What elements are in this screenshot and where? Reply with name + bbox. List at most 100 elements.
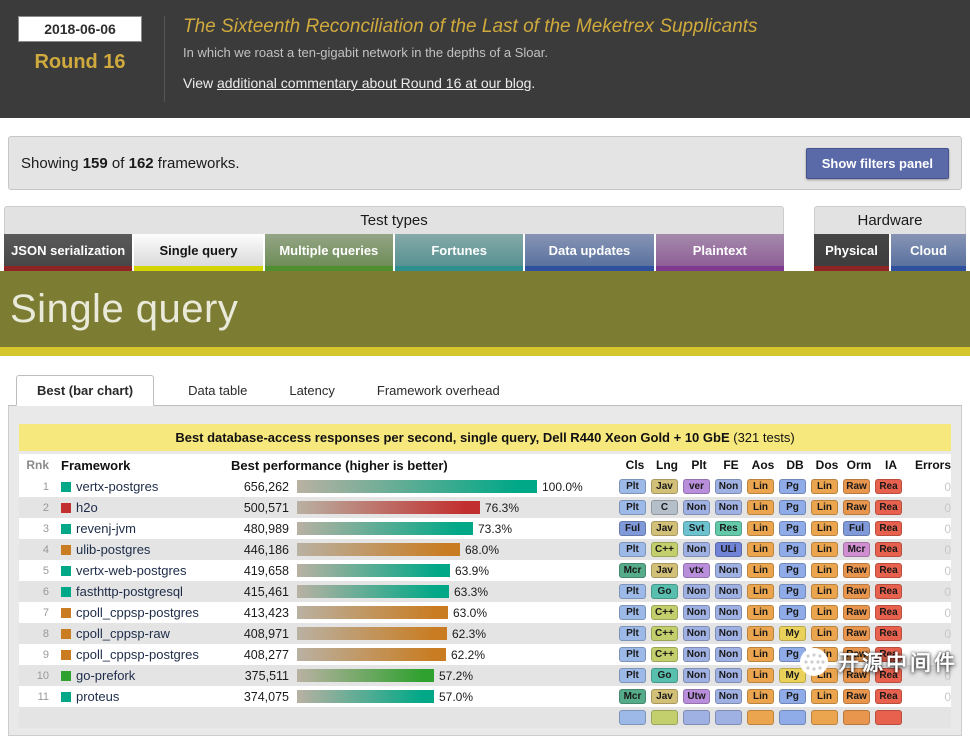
performance-cell: 413,423 63.0% — [231, 606, 619, 620]
badge-rea: Rea — [875, 542, 902, 557]
col-fe: FE — [723, 458, 739, 472]
framework-name[interactable]: proteus — [76, 689, 120, 704]
badge-non: Non — [715, 626, 742, 641]
showing-prefix: Showing — [21, 154, 83, 172]
badge-plt: Plt — [619, 668, 646, 683]
badge-lin: Lin — [747, 542, 774, 557]
blog-line-suffix: . — [531, 75, 536, 91]
badge-go: Go — [651, 668, 678, 683]
badge-partial — [811, 710, 838, 725]
performance-value: 413,423 — [243, 605, 289, 620]
table-row: 10 go-prefork 375,511 57.2% Plt Go Non Non Lin My… — [19, 665, 951, 686]
framework-name[interactable]: vertx-web-postgres — [76, 563, 187, 578]
framework-color-swatch — [61, 586, 71, 597]
hardware-label: Hardware — [814, 206, 966, 234]
badge-non: Non — [683, 668, 710, 683]
table-row: 2 h2o 500,571 76.3% Plt C Non Non Lin Pg Lin Raw Rea… — [19, 497, 951, 518]
rank-cell: 3 — [42, 522, 49, 535]
badge-rea: Rea — [875, 605, 902, 620]
showing-suffix: frameworks. — [153, 154, 240, 172]
badge-lin: Lin — [811, 689, 838, 704]
attribute-badges: Plt C++ Non Non Lin My Lin Raw Rea — [619, 626, 907, 641]
framework-name[interactable]: go-prefork — [76, 668, 136, 683]
performance-bar — [297, 690, 434, 703]
round-subtitle: In which we roast a ten-gigabit network … — [183, 45, 548, 60]
hw-tab-cloud[interactable]: Cloud — [891, 234, 966, 271]
framework-name[interactable]: cpoll_cppsp-postgres — [76, 605, 199, 620]
badge-rea: Rea — [875, 479, 902, 494]
tab-multiple-queries[interactable]: Multiple queries — [264, 234, 393, 271]
badge-lin: Lin — [811, 626, 838, 641]
tab-json-serialization[interactable]: JSON serialization — [4, 234, 133, 271]
badge-jav: Jav — [651, 689, 678, 704]
badge-non: Non — [683, 647, 710, 662]
performance-bar — [297, 648, 446, 661]
badge-raw: Raw — [843, 689, 870, 704]
badge-plt: Plt — [619, 500, 646, 515]
test-types-tabs: JSON serialization Single query Multiple q… — [4, 234, 784, 271]
framework-name[interactable]: h2o — [76, 500, 98, 515]
errors-cell: 0 — [944, 500, 951, 515]
badge-raw: Raw — [843, 479, 870, 494]
framework-name[interactable]: cpoll_cppsp-postgres — [76, 647, 199, 662]
badge-rea: Rea — [875, 584, 902, 599]
errors-cell: 0 — [944, 521, 951, 536]
badge-non: Non — [683, 542, 710, 557]
framework-name[interactable]: fasthttp-postgresql — [76, 584, 183, 599]
performance-bar — [297, 501, 480, 514]
framework-name[interactable]: revenj-jvm — [76, 521, 136, 536]
framework-name[interactable]: vertx-postgres — [76, 479, 159, 494]
performance-value: 480,989 — [243, 521, 289, 536]
round-date: 2018-06-06 — [18, 16, 142, 42]
badge-rea: Rea — [875, 500, 902, 515]
blog-line: View additional commentary about Round 1… — [183, 75, 952, 91]
hw-tab-physical[interactable]: Physical — [814, 234, 889, 271]
banner-stripe — [0, 347, 970, 356]
framework-color-swatch — [61, 670, 71, 681]
rank-cell: 6 — [42, 585, 49, 598]
test-types-label: Test types — [4, 206, 784, 234]
subtab-data-table[interactable]: Data table — [188, 383, 248, 398]
badge-non: Non — [683, 584, 710, 599]
framework-cell: ulib-postgres — [61, 542, 231, 557]
tab-data-updates[interactable]: Data updates — [525, 234, 654, 271]
show-filters-button[interactable]: Show filters panel — [805, 147, 949, 179]
subtab-best-bar-chart[interactable]: Best (bar chart) — [16, 375, 155, 406]
performance-bar — [297, 480, 537, 493]
tab-plaintext[interactable]: Plaintext — [655, 234, 784, 271]
total-count: 162 — [128, 154, 154, 172]
framework-name[interactable]: cpoll_cppsp-raw — [76, 626, 170, 641]
badge-pg: Pg — [779, 542, 806, 557]
badge-utw: Utw — [683, 689, 710, 704]
chart-subtabs: Best (bar chart) Data table Latency Framewo… — [8, 375, 962, 406]
errors-cell: 0 — [944, 584, 951, 599]
performance-percent: 63.9% — [455, 563, 490, 578]
framework-cell: cpoll_cppsp-postgres — [61, 605, 231, 620]
framework-cell: cpoll_cppsp-raw — [61, 626, 231, 641]
col-dos: Dos — [815, 458, 839, 472]
subtab-latency[interactable]: Latency — [289, 383, 335, 398]
badge-partial — [779, 710, 806, 725]
attribute-badges: Mcr Jav Utw Non Lin Pg Lin Raw Rea — [619, 689, 907, 704]
col-aos: Aos — [751, 458, 775, 472]
table-row: 6 fasthttp-postgresql 415,461 63.3% Plt Go Non… — [19, 581, 951, 602]
performance-cell: 415,461 63.3% — [231, 585, 619, 599]
badge-vtx: vtx — [683, 563, 710, 578]
blog-link[interactable]: additional commentary about Round 16 at … — [216, 75, 532, 91]
framework-name[interactable]: ulib-postgres — [76, 542, 151, 557]
badge-mcr: Mcr — [619, 689, 646, 704]
performance-percent: 73.3% — [478, 521, 513, 536]
tab-fortunes[interactable]: Fortunes — [394, 234, 524, 271]
badge-jav: Jav — [651, 479, 678, 494]
shown-count: 159 — [82, 154, 108, 172]
col-rank: Rnk — [26, 458, 49, 472]
badge-lin: Lin — [811, 521, 838, 536]
badge-non: Non — [715, 689, 742, 704]
badge-lin: Lin — [811, 563, 838, 578]
performance-bar — [297, 522, 473, 535]
tab-single-query[interactable]: Single query — [134, 234, 263, 271]
badge-partial — [683, 710, 710, 725]
subtab-framework-overhead[interactable]: Framework overhead — [376, 383, 500, 398]
badge-c: C++ — [651, 626, 678, 641]
